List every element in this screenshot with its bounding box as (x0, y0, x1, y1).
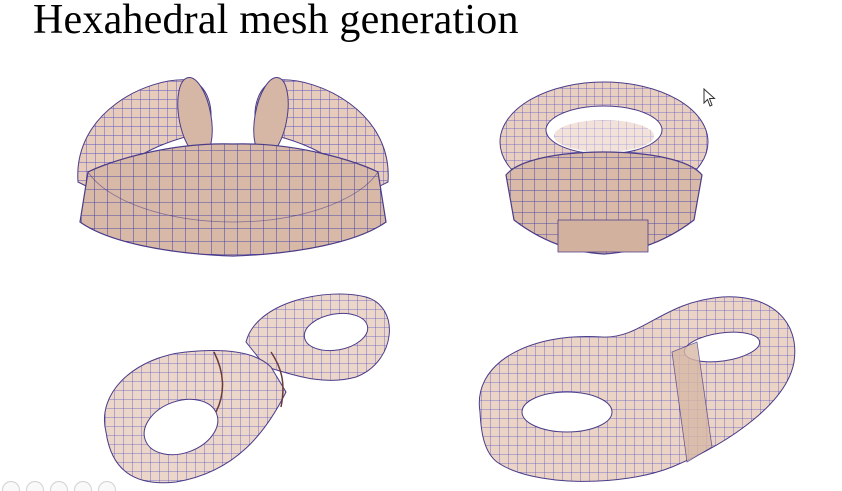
mesh-torus-cutaway (499, 81, 709, 255)
slide-title: Hexahedral mesh generation (33, 0, 519, 43)
highlighter-icon[interactable] (50, 481, 68, 491)
mesh-open-torus-cutaway (77, 77, 389, 257)
presentation-toolbar (0, 481, 116, 491)
previous-icon[interactable] (2, 481, 20, 491)
mouse-pointer-icon (703, 88, 716, 107)
mesh-double-torus-cutaway (478, 296, 796, 482)
pen-icon[interactable] (26, 481, 44, 491)
more-icon[interactable] (98, 481, 116, 491)
zoom-icon[interactable] (74, 481, 92, 491)
mesh-double-torus-bent (104, 293, 390, 484)
